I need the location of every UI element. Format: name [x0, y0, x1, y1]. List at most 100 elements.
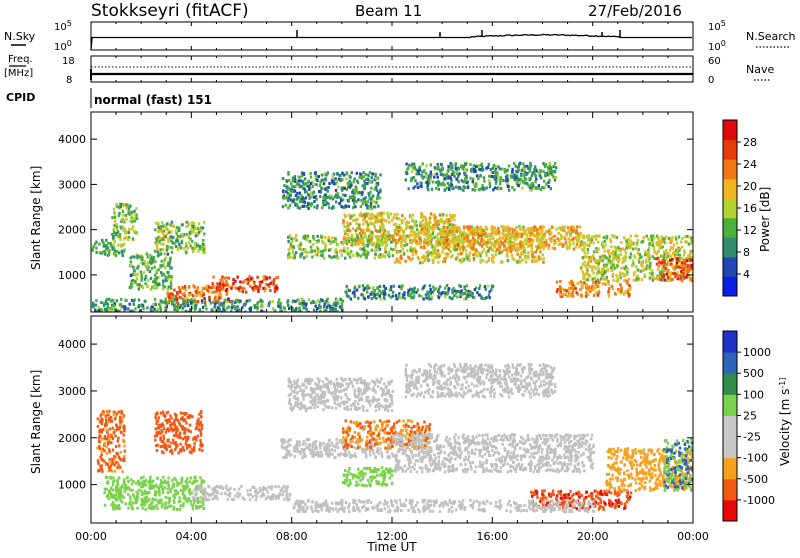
scatter-cell	[111, 248, 113, 251]
scatter-cell	[342, 300, 344, 303]
scatter-cell	[119, 419, 121, 422]
scatter-cell	[250, 277, 252, 280]
scatter-cell	[317, 235, 319, 238]
scatter-cell	[586, 235, 588, 238]
scatter-cell	[342, 220, 344, 223]
scatter-cell	[97, 417, 99, 420]
scatter-cell	[288, 179, 290, 182]
scatter-cell	[554, 179, 556, 182]
scatter-cell	[168, 275, 170, 278]
scatter-cell	[201, 299, 203, 302]
scatter-cell	[175, 245, 177, 248]
scatter-cell	[157, 230, 159, 233]
scatter-cell	[185, 289, 187, 292]
scatter-cell	[572, 238, 574, 241]
scatter-cell	[473, 296, 475, 299]
scatter-cell	[623, 279, 625, 282]
scatter-cell	[231, 285, 233, 288]
scatter-cell	[196, 423, 198, 426]
scatter-cell	[494, 245, 496, 248]
scatter-cell	[195, 306, 197, 309]
scatter-cell	[390, 285, 392, 288]
scatter-cell	[506, 179, 508, 182]
scatter-cell	[567, 238, 569, 241]
scatter-cell	[451, 291, 453, 294]
scatter-cell	[227, 283, 229, 286]
scatter-cell	[217, 306, 219, 309]
scatter-cell	[631, 241, 633, 244]
scatter-cell	[366, 207, 368, 210]
scatter-cell	[120, 243, 122, 246]
scatter-cell	[205, 307, 207, 310]
scatter-cell	[294, 300, 296, 303]
scatter-cell	[147, 279, 149, 282]
scatter-cell	[116, 223, 118, 226]
scatter-cell	[611, 234, 613, 237]
scatter-cell	[659, 278, 661, 281]
scatter-cell	[635, 265, 637, 268]
scatter-cell	[593, 250, 595, 253]
scatter-cell	[667, 269, 669, 272]
scatter-cell	[355, 200, 357, 203]
scatter-cell	[690, 242, 692, 245]
scatter-cell	[299, 180, 301, 183]
scatter-cell	[125, 218, 127, 221]
scatter-cell	[345, 290, 347, 293]
scatter-cell	[486, 187, 488, 190]
scatter-cell	[612, 250, 614, 253]
scatter-cell	[159, 266, 161, 269]
scatter-cell	[108, 448, 110, 451]
scatter-cell	[179, 443, 181, 446]
scatter-cell	[318, 175, 320, 178]
scatter-cell	[628, 242, 630, 245]
scatter-cell	[504, 229, 506, 232]
scatter-cell	[596, 259, 598, 262]
scatter-cell	[408, 164, 410, 167]
scatter-cell	[680, 241, 682, 244]
scatter-cell	[368, 194, 370, 197]
scatter-cell	[458, 240, 460, 243]
scatter-cell	[117, 231, 119, 234]
scatter-cell	[353, 180, 355, 183]
scatter-cell	[306, 308, 308, 311]
scatter-cell	[299, 176, 301, 179]
scatter-cell	[453, 238, 455, 241]
scatter-cell	[468, 259, 470, 262]
scatter-cell	[628, 278, 630, 281]
scatter-cell	[607, 290, 609, 293]
scatter-cell	[609, 255, 611, 258]
colorbar-swatch	[723, 179, 737, 199]
scatter-cell	[369, 181, 371, 184]
scatter-cell	[374, 253, 376, 256]
scatter-cell	[382, 229, 384, 232]
scatter-cell	[502, 236, 504, 239]
scatter-cell	[409, 241, 411, 244]
scatter-cell	[104, 437, 106, 440]
colorbar-swatch	[723, 140, 737, 160]
scatter-cell	[467, 186, 469, 189]
nsky-tick-low: 100	[54, 39, 72, 53]
scatter-cell	[430, 226, 432, 229]
scatter-cell	[542, 225, 544, 228]
scatter-cell	[152, 285, 154, 288]
scatter-cell	[601, 259, 603, 262]
scatter-cell	[362, 240, 364, 243]
scatter-cell	[477, 177, 479, 180]
scatter-cell	[582, 243, 584, 246]
scatter-cell	[638, 261, 640, 264]
scatter-cell	[507, 185, 509, 188]
scatter-cell	[460, 246, 462, 249]
scatter-cell	[203, 287, 205, 290]
scatter-cell	[633, 254, 635, 257]
scatter-cell	[534, 165, 536, 168]
scatter-cell	[580, 294, 582, 297]
scatter-cell	[429, 174, 431, 177]
scatter-cell	[680, 270, 682, 273]
scatter-cell	[684, 251, 686, 254]
scatter-cell	[356, 180, 358, 183]
scatter-cell	[481, 163, 483, 166]
scatter-cell	[586, 263, 588, 266]
scatter-cell	[447, 165, 449, 168]
nsky-label: N.Sky	[4, 30, 36, 43]
scatter-cell	[387, 231, 389, 234]
